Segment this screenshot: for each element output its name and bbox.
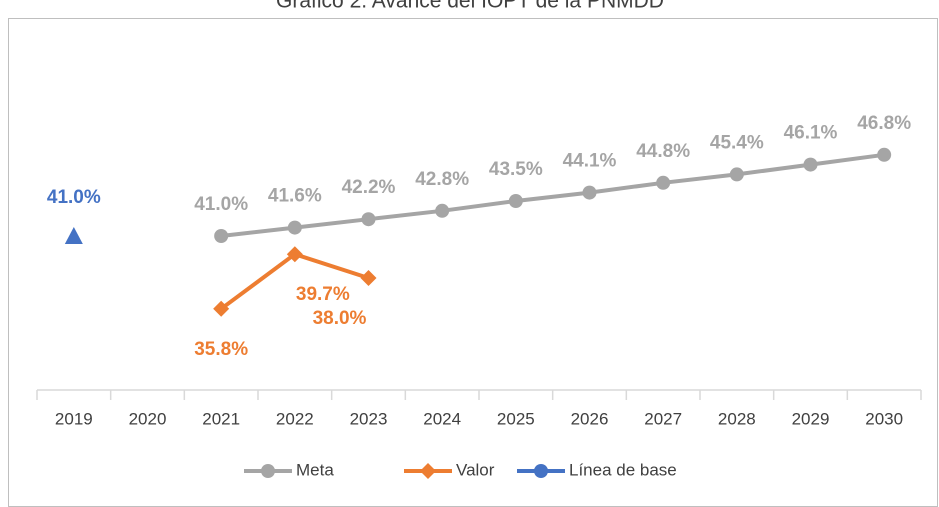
data-label: 46.8% [857, 113, 911, 134]
data-point [64, 227, 83, 244]
data-label: 41.0% [47, 187, 101, 208]
data-label: 45.4% [710, 132, 764, 153]
legend-label: Valor [456, 460, 495, 479]
legend-label: Meta [296, 460, 334, 479]
data-point [803, 157, 818, 172]
data-label: 42.8% [415, 169, 469, 190]
data-point [360, 270, 377, 286]
x-tick-label: 2022 [276, 409, 314, 428]
data-label: 39.7% [296, 284, 350, 305]
data-point [729, 167, 744, 182]
data-label: 41.6% [268, 186, 322, 207]
data-label: 35.8% [194, 339, 248, 360]
series-line [220, 152, 885, 238]
x-tick-label: 2021 [202, 409, 240, 428]
x-tick-label: 2023 [350, 409, 388, 428]
data-label: 38.0% [313, 308, 367, 329]
data-point [656, 175, 671, 190]
data-point [213, 300, 230, 317]
x-tick-label: 2026 [571, 409, 609, 428]
data-point [877, 147, 892, 162]
data-label: 42.2% [342, 177, 396, 198]
x-tick-label: 2027 [644, 409, 682, 428]
data-point [582, 185, 597, 200]
data-point [435, 203, 450, 218]
x-tick-label: 2029 [792, 409, 830, 428]
legend-marker [420, 463, 436, 479]
x-tick-label: 2020 [129, 409, 167, 428]
data-point [287, 220, 302, 235]
chart-title: Gráfico 2. Avance del IOPT de la PNMDD [276, 0, 664, 13]
data-point [214, 229, 229, 243]
data-label: 43.5% [489, 159, 543, 180]
chart-frame [8, 18, 938, 507]
legend-label: Línea de base [569, 460, 677, 479]
x-tick-label: 2024 [423, 409, 461, 428]
data-label: 41.0% [194, 194, 248, 215]
data-point [508, 194, 523, 208]
data-point [286, 246, 303, 263]
data-label: 46.1% [784, 123, 838, 144]
legend-marker [534, 464, 548, 478]
data-label: 44.8% [636, 141, 690, 162]
x-tick-label: 2025 [497, 409, 535, 428]
x-tick-label: 2030 [865, 409, 903, 428]
legend-marker [261, 464, 275, 478]
data-label: 44.1% [563, 151, 617, 172]
x-tick-label: 2028 [718, 409, 756, 428]
data-point [361, 212, 376, 227]
x-tick-label: 2019 [55, 409, 93, 428]
